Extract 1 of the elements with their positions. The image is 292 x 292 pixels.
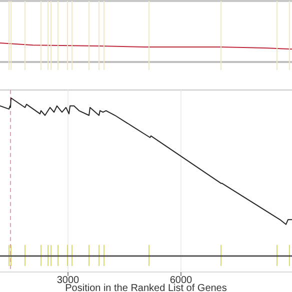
x-axis-title: Position in the Ranked List of Genes xyxy=(65,283,227,292)
